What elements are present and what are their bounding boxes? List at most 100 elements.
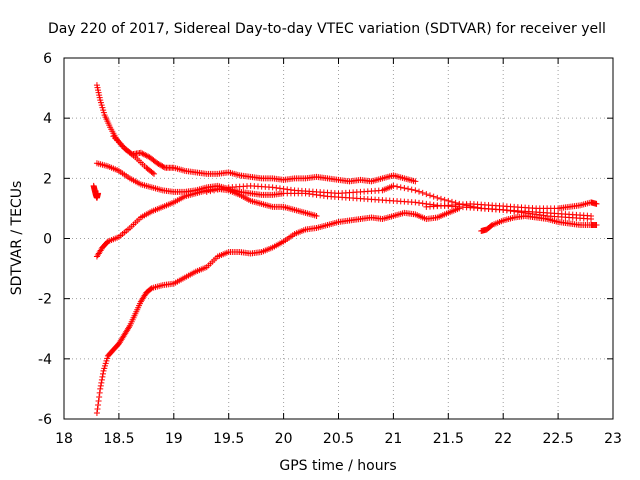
data-point	[147, 285, 154, 292]
data-point	[97, 382, 104, 389]
data-point	[96, 94, 103, 101]
data-point	[103, 357, 110, 364]
y-tick-labels: -6 -4 -2 0 2 4 6	[38, 51, 52, 428]
data-point	[94, 405, 101, 412]
data-point	[93, 82, 100, 89]
chart-title: Day 220 of 2017, Sidereal Day-to-day VTE…	[48, 21, 606, 37]
data-point	[95, 89, 102, 96]
data-point	[101, 362, 108, 369]
data-point	[437, 195, 444, 202]
data-point	[287, 186, 294, 193]
data-point	[98, 376, 105, 383]
data-point	[390, 182, 397, 189]
tick-layer	[63, 57, 614, 420]
data-point	[397, 184, 404, 191]
x-tick-label: 19.5	[213, 431, 244, 447]
data-point	[95, 397, 102, 404]
data-point	[416, 199, 423, 206]
data-point	[593, 200, 600, 207]
y-tick-label: 2	[43, 171, 52, 187]
data-point	[99, 370, 106, 377]
x-tick-label: 18	[55, 431, 73, 447]
data-point	[97, 385, 104, 392]
y-tick-label: -2	[38, 292, 52, 308]
grid-layer	[64, 58, 613, 419]
x-axis-label: GPS time / hours	[279, 458, 396, 474]
series-track-5	[93, 185, 320, 260]
series-track-9	[423, 199, 600, 212]
data-point	[430, 193, 437, 200]
data-point	[102, 360, 109, 367]
y-tick-label: 4	[43, 111, 52, 127]
data-point	[95, 401, 102, 408]
x-tick-labels: 18 18.5 19 19.5 20 20.5 21 21.5 22 22.5 23	[55, 431, 622, 447]
data-point	[313, 212, 320, 219]
data-point	[394, 183, 401, 190]
y-tick-label: -4	[38, 352, 52, 368]
data-point	[408, 186, 415, 193]
series-track-7	[93, 205, 463, 416]
x-tick-label: 20	[275, 431, 293, 447]
data-point	[104, 355, 111, 362]
data-point	[284, 186, 291, 193]
data-point	[273, 184, 280, 191]
y-tick-label: 6	[43, 51, 52, 67]
data-point	[434, 194, 441, 201]
data-point	[97, 99, 104, 106]
x-tick-label: 18.5	[103, 431, 134, 447]
data-point	[211, 187, 218, 194]
data-point	[151, 170, 158, 177]
data-point	[412, 187, 419, 194]
x-tick-label: 19	[165, 431, 183, 447]
data-point	[276, 185, 283, 192]
data-point	[423, 191, 430, 198]
data-point	[405, 185, 412, 192]
series-track-3	[90, 182, 102, 201]
data-point	[419, 189, 426, 196]
data-point	[222, 185, 229, 192]
data-point	[207, 188, 214, 195]
data-point	[96, 92, 103, 99]
data-point	[96, 393, 103, 400]
data-point	[280, 185, 287, 192]
data-point	[94, 84, 101, 91]
data-point	[99, 373, 106, 380]
data-point	[97, 97, 104, 104]
x-tick-label: 23	[604, 431, 622, 447]
data-point	[412, 199, 419, 206]
data-point	[100, 107, 107, 114]
data-points-layer	[90, 82, 600, 416]
data-point	[100, 367, 107, 374]
data-point	[149, 169, 156, 176]
data-point	[401, 185, 408, 192]
data-point	[593, 221, 600, 228]
data-point	[160, 164, 167, 171]
data-point	[98, 102, 105, 109]
x-tick-label: 21	[384, 431, 402, 447]
data-point	[412, 178, 419, 185]
y-axis-label: SDTVAR / TECUs	[9, 181, 25, 296]
data-point	[99, 104, 106, 111]
data-point	[427, 192, 433, 199]
data-point	[218, 185, 225, 192]
data-point	[203, 188, 210, 195]
x-tick-label: 22.5	[543, 431, 574, 447]
x-tick-label: 21.5	[433, 431, 464, 447]
data-point	[95, 190, 102, 197]
y-tick-label: -6	[38, 412, 52, 428]
data-point	[269, 184, 276, 191]
series-track-2	[110, 133, 158, 177]
series-track-1	[93, 82, 419, 185]
x-tick-label: 22	[494, 431, 512, 447]
data-point	[214, 186, 221, 193]
data-point	[100, 109, 107, 116]
data-point	[93, 409, 100, 416]
data-point	[441, 196, 448, 203]
data-point	[98, 379, 105, 386]
data-point	[588, 215, 595, 222]
x-tick-label: 20.5	[323, 431, 354, 447]
data-point	[95, 87, 102, 94]
data-point	[96, 389, 103, 396]
series-track-8	[478, 212, 600, 234]
